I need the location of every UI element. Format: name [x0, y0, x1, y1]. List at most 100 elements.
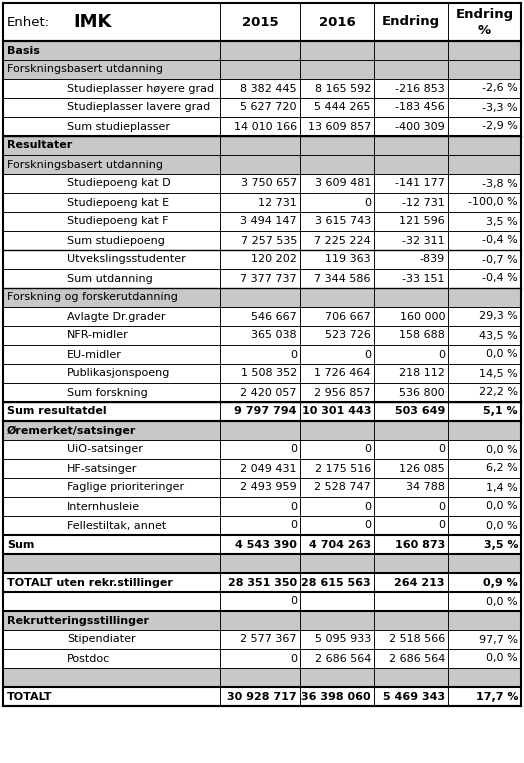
Bar [300, 573, 374, 592]
Text: 3 750 657: 3 750 657 [241, 179, 297, 188]
Text: 160 000: 160 000 [399, 311, 445, 321]
Bar [300, 649, 374, 668]
Text: 3 494 147: 3 494 147 [241, 217, 297, 227]
Text: 14,5 %: 14,5 % [479, 369, 518, 378]
Bar [220, 193, 300, 212]
Bar [220, 250, 300, 269]
Bar [374, 307, 448, 326]
Text: 3 609 481: 3 609 481 [314, 179, 371, 188]
Bar [3, 155, 220, 174]
Bar [3, 288, 220, 307]
Bar [220, 269, 300, 288]
Text: 158 688: 158 688 [399, 330, 445, 340]
Text: 3,5 %: 3,5 % [484, 539, 518, 549]
Text: 1 508 352: 1 508 352 [241, 369, 297, 378]
Bar [3, 307, 220, 326]
Bar [300, 250, 374, 269]
Text: Forskningsbasert utdanning: Forskningsbasert utdanning [7, 159, 163, 169]
Bar [448, 668, 521, 687]
Bar [448, 402, 521, 421]
Bar [448, 611, 521, 630]
Bar [374, 687, 448, 706]
Bar [3, 535, 220, 554]
Bar [3, 421, 220, 440]
Bar [3, 3, 220, 41]
Text: -3,8 %: -3,8 % [482, 179, 518, 188]
Bar [220, 421, 300, 440]
Bar [300, 326, 374, 345]
Text: 5 095 933: 5 095 933 [315, 635, 371, 645]
Bar [3, 345, 220, 364]
Bar [374, 649, 448, 668]
Bar [374, 497, 448, 516]
Bar [220, 478, 300, 497]
Text: 7 257 535: 7 257 535 [241, 236, 297, 246]
Bar [448, 136, 521, 155]
Bar [448, 3, 521, 41]
Bar [374, 535, 448, 554]
Text: 5 469 343: 5 469 343 [383, 691, 445, 701]
Bar [300, 592, 374, 611]
Text: 503 649: 503 649 [395, 407, 445, 417]
Text: -0,7 %: -0,7 % [482, 255, 518, 265]
Bar [448, 687, 521, 706]
Bar [448, 212, 521, 231]
Text: NFR-midler: NFR-midler [67, 330, 129, 340]
Text: 536 800: 536 800 [399, 388, 445, 398]
Bar [448, 155, 521, 174]
Text: 0,0 %: 0,0 % [486, 597, 518, 607]
Bar [220, 212, 300, 231]
Bar [3, 364, 220, 383]
Text: -183 456: -183 456 [395, 102, 445, 112]
Text: 0: 0 [438, 445, 445, 455]
Text: 2 956 857: 2 956 857 [314, 388, 371, 398]
Bar [3, 212, 220, 231]
Bar [374, 611, 448, 630]
Bar [300, 611, 374, 630]
Text: Sum: Sum [7, 539, 35, 549]
Bar [448, 41, 521, 60]
Text: 0: 0 [364, 198, 371, 208]
Text: Utvekslingsstudenter: Utvekslingsstudenter [67, 255, 185, 265]
Text: Forskningsbasert utdanning: Forskningsbasert utdanning [7, 65, 163, 75]
Bar [3, 687, 220, 706]
Text: 126 085: 126 085 [399, 463, 445, 474]
Text: HF-satsinger: HF-satsinger [67, 463, 137, 474]
Bar [448, 516, 521, 535]
Text: 0,0 %: 0,0 % [486, 501, 518, 511]
Bar [300, 98, 374, 117]
Bar [300, 478, 374, 497]
Text: 0: 0 [290, 445, 297, 455]
Text: 160 873: 160 873 [395, 539, 445, 549]
Bar [220, 383, 300, 402]
Bar [448, 573, 521, 592]
Bar [300, 687, 374, 706]
Text: Sum utdanning: Sum utdanning [67, 273, 153, 284]
Text: 218 112: 218 112 [399, 369, 445, 378]
Bar [220, 79, 300, 98]
Bar [374, 440, 448, 459]
Bar [3, 231, 220, 250]
Text: 5,1 %: 5,1 % [483, 407, 518, 417]
Text: IMK: IMK [73, 13, 112, 31]
Text: 6,2 %: 6,2 % [486, 463, 518, 474]
Bar [374, 231, 448, 250]
Bar [3, 79, 220, 98]
Bar [3, 60, 220, 79]
Bar [374, 554, 448, 573]
Text: 97,7 %: 97,7 % [479, 635, 518, 645]
Text: -32 311: -32 311 [402, 236, 445, 246]
Text: 0: 0 [364, 445, 371, 455]
Bar [374, 269, 448, 288]
Text: 0,0 %: 0,0 % [486, 653, 518, 664]
Text: 523 726: 523 726 [325, 330, 371, 340]
Bar [220, 573, 300, 592]
Text: 0,0 %: 0,0 % [486, 520, 518, 530]
Text: 8 382 445: 8 382 445 [241, 83, 297, 94]
Text: %: % [478, 24, 491, 37]
Bar [374, 136, 448, 155]
Text: Internhusleie: Internhusleie [67, 501, 140, 511]
Text: 0: 0 [364, 349, 371, 359]
Bar [220, 630, 300, 649]
Bar [3, 440, 220, 459]
